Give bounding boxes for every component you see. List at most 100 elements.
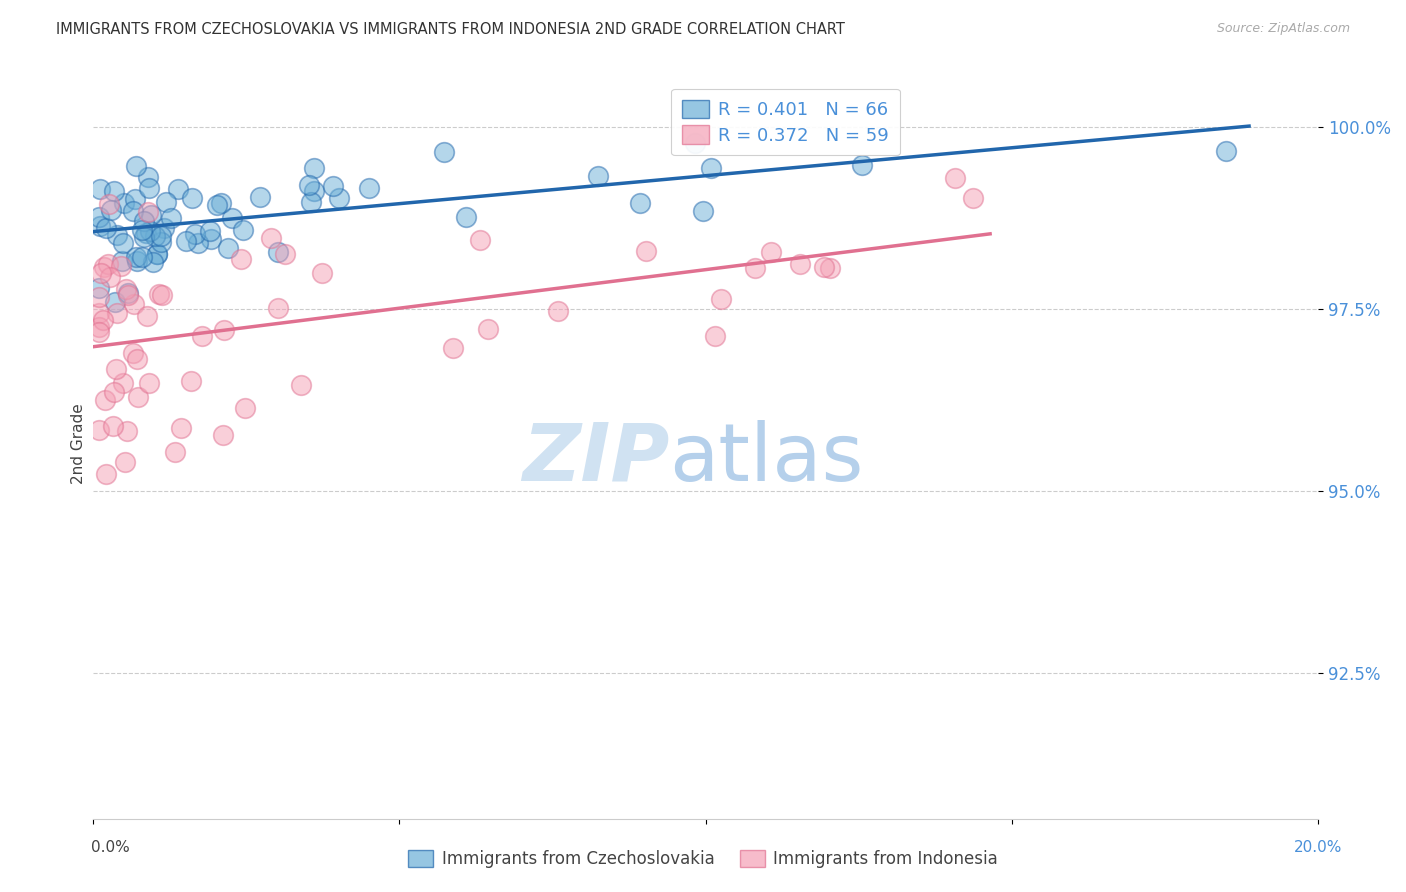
Point [212,323,235,337]
Point [115,282,138,296]
Point [124,192,146,206]
Point [115,424,138,438]
Point [249,190,271,204]
Text: atlas: atlas [669,419,863,498]
Point [266,301,288,315]
Point [150,235,173,249]
Point [211,427,233,442]
Point [134,229,156,244]
Point [1215,144,1237,158]
Point [290,377,312,392]
Point [180,191,202,205]
Point [328,191,350,205]
Point [89,306,111,320]
Point [135,226,157,240]
Point [127,351,149,366]
Point [89,182,111,196]
Point [789,257,811,271]
Point [433,145,456,159]
Point [274,247,297,261]
Point [111,235,134,250]
Point [138,169,160,184]
Point [260,231,283,245]
Point [117,287,139,301]
Point [703,329,725,343]
Point [104,295,127,310]
Point [692,204,714,219]
Point [94,393,117,408]
Text: Source: ZipAtlas.com: Source: ZipAtlas.com [1216,22,1350,36]
Point [586,169,609,183]
Point [89,326,111,340]
Point [125,250,148,264]
Point [547,303,569,318]
Point [851,158,873,172]
Point [190,328,212,343]
Text: 0.0%: 0.0% [91,840,131,855]
Point [198,224,221,238]
Text: ZIP: ZIP [522,419,669,498]
Point [122,204,145,219]
Point [683,136,706,151]
Point [89,211,111,225]
Point [166,182,188,196]
Point [160,211,183,225]
Point [142,254,165,268]
Point [299,194,322,209]
Point [357,181,380,195]
Point [700,161,723,175]
Point [143,228,166,243]
Point [127,390,149,404]
Point [155,194,177,209]
Point [100,202,122,217]
Point [110,260,132,274]
Point [122,345,145,359]
Point [209,196,232,211]
Point [93,260,115,274]
Legend: Immigrants from Czechoslovakia, Immigrants from Indonesia: Immigrants from Czechoslovakia, Immigran… [402,843,1004,875]
Point [89,281,111,295]
Point [136,309,159,323]
Point [207,198,229,212]
Point [125,160,148,174]
Point [298,178,321,192]
Point [127,253,149,268]
Point [111,376,134,390]
Point [138,180,160,194]
Point [138,224,160,238]
Point [150,229,173,244]
Text: 20.0%: 20.0% [1295,840,1343,855]
Point [114,455,136,469]
Point [98,270,121,285]
Point [148,287,170,301]
Point [146,247,169,261]
Point [105,305,128,319]
Point [97,257,120,271]
Point [89,423,111,437]
Point [112,196,135,211]
Point [174,235,197,249]
Point [311,266,333,280]
Text: IMMIGRANTS FROM CZECHOSLOVAKIA VS IMMIGRANTS FROM INDONESIA 2ND GRADE CORRELATIO: IMMIGRANTS FROM CZECHOSLOVAKIA VS IMMIGR… [56,22,845,37]
Point [89,289,111,303]
Point [97,196,120,211]
Point [233,401,256,416]
Point [468,233,491,247]
Point [170,421,193,435]
Point [200,232,222,246]
Point [122,297,145,311]
Point [105,362,128,376]
Point [131,250,153,264]
Point [759,244,782,259]
Point [117,285,139,300]
Legend: R = 0.401   N = 66, R = 0.372   N = 59: R = 0.401 N = 66, R = 0.372 N = 59 [671,89,900,155]
Point [91,313,114,327]
Y-axis label: 2nd Grade: 2nd Grade [72,403,86,484]
Point [103,384,125,399]
Point [302,185,325,199]
Point [187,235,209,250]
Point [89,320,111,334]
Point [89,219,111,233]
Point [153,220,176,235]
Point [818,260,841,275]
